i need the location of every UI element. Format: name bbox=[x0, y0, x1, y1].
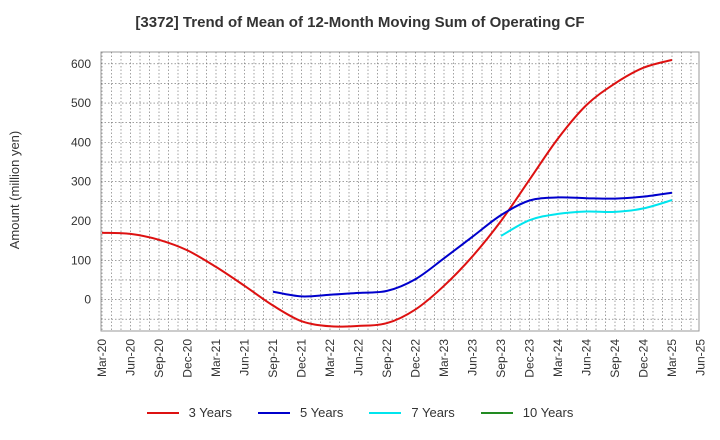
y-tick-label: 500 bbox=[71, 96, 91, 110]
y-tick-label: 400 bbox=[71, 135, 91, 149]
legend-swatch bbox=[258, 411, 290, 414]
x-tick-label: Mar-25 bbox=[665, 339, 679, 377]
x-tick-label: Jun-25 bbox=[694, 339, 708, 376]
legend-label: 3 Years bbox=[188, 405, 232, 420]
x-tick-label: Sep-23 bbox=[494, 339, 508, 378]
x-tick-label: Sep-21 bbox=[266, 339, 280, 378]
x-tick-label: Jun-23 bbox=[466, 339, 480, 376]
legend-item-3-years: 3 Years bbox=[146, 405, 232, 420]
y-tick-label: 300 bbox=[71, 175, 91, 189]
legend-swatch bbox=[480, 411, 513, 414]
x-tick-label: Jun-21 bbox=[238, 339, 252, 376]
legend-label: 5 Years bbox=[300, 405, 344, 420]
legend-item-5-years: 5 Years bbox=[258, 405, 343, 420]
y-tick-label: 100 bbox=[71, 253, 91, 267]
legend-item-10-years: 10 Years bbox=[480, 405, 574, 420]
series-line-5-years bbox=[272, 191, 673, 298]
legend-swatch bbox=[369, 411, 402, 414]
x-tick-label: Dec-20 bbox=[181, 339, 195, 378]
x-tick-label: Dec-24 bbox=[637, 339, 651, 378]
legend: 3 Years 5 Years 7 Years 10 Years bbox=[0, 405, 720, 420]
x-tick-label: Dec-21 bbox=[295, 339, 309, 378]
x-tick-label: Jun-22 bbox=[352, 339, 366, 376]
x-tick-label: Dec-23 bbox=[523, 339, 537, 378]
x-tick-label: Mar-22 bbox=[323, 339, 337, 377]
x-tick-label: Mar-21 bbox=[209, 339, 223, 377]
series-line-7-years bbox=[500, 199, 673, 237]
x-tick-label: Jun-20 bbox=[124, 339, 138, 376]
y-tick-label: 600 bbox=[71, 57, 91, 71]
legend-label: 10 Years bbox=[522, 405, 574, 420]
y-tick-label: 0 bbox=[84, 293, 91, 307]
series-line-3-years bbox=[101, 58, 673, 328]
plot-area bbox=[100, 51, 700, 332]
x-tick-label: Mar-24 bbox=[551, 339, 565, 377]
x-tick-label: Sep-20 bbox=[152, 339, 166, 378]
x-tick-label: Jun-24 bbox=[580, 339, 594, 376]
y-axis-title: Amount (million yen) bbox=[7, 131, 22, 250]
x-tick-label: Dec-22 bbox=[409, 339, 423, 378]
legend-swatch bbox=[146, 411, 179, 414]
x-tick-label: Mar-20 bbox=[95, 339, 109, 377]
x-tick-label: Sep-22 bbox=[380, 339, 394, 378]
legend-item-7-years: 7 Years bbox=[369, 405, 455, 420]
x-tick-label: Sep-24 bbox=[608, 339, 622, 378]
y-tick-label: 200 bbox=[71, 214, 91, 228]
chart-title: [3372] Trend of Mean of 12-Month Moving … bbox=[135, 14, 585, 31]
legend-label: 7 Years bbox=[411, 405, 455, 420]
x-tick-label: Mar-23 bbox=[437, 339, 451, 377]
